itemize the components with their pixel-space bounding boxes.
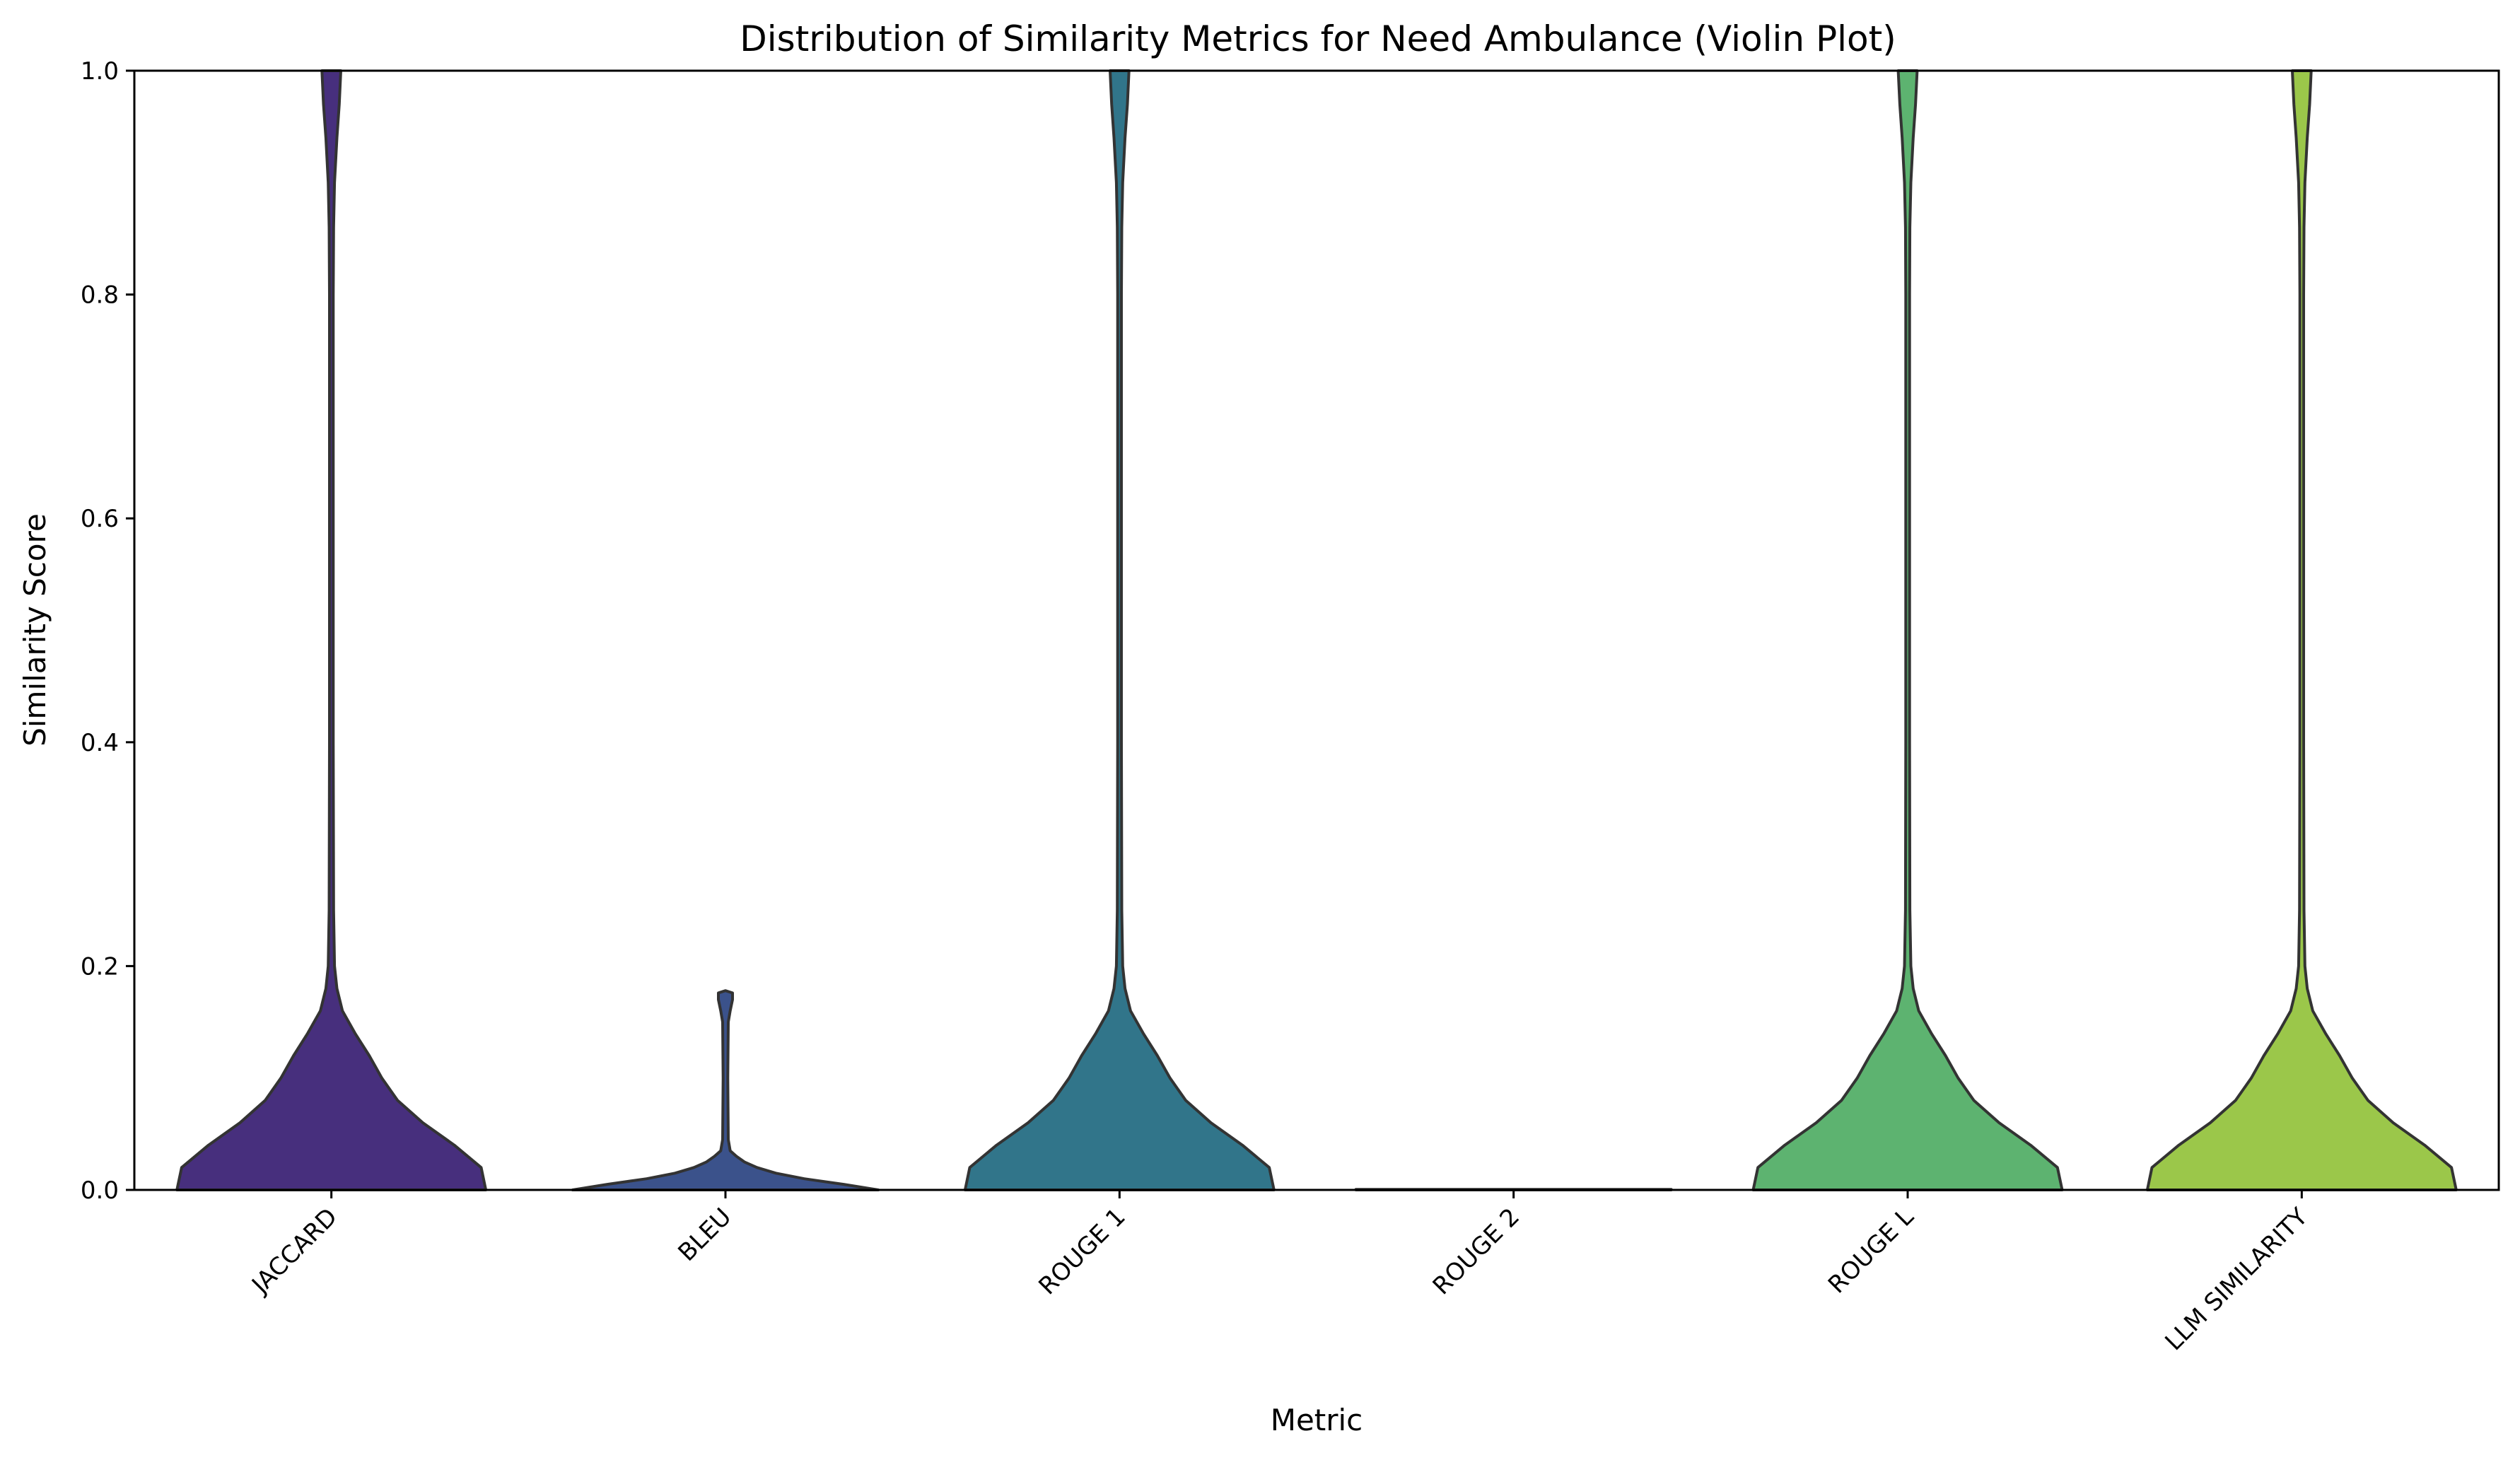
y-axis-label: Similarity Score bbox=[18, 513, 52, 747]
y-tick-label: 0.6 bbox=[81, 505, 119, 533]
x-axis-label: Metric bbox=[1271, 1403, 1363, 1437]
plot-frame bbox=[133, 69, 2500, 1191]
y-tick-label: 1.0 bbox=[81, 57, 119, 86]
chart-title: Distribution of Similarity Metrics for N… bbox=[740, 18, 1896, 59]
y-axis: 0.0 0.2 0.4 0.6 0.8 1.0 bbox=[81, 57, 134, 1205]
violin-bleu bbox=[571, 989, 880, 1191]
y-tick-label: 0.8 bbox=[81, 281, 119, 310]
y-tick-label: 0.2 bbox=[81, 952, 119, 981]
y-tick-label: 0.0 bbox=[81, 1176, 119, 1205]
y-tick-label: 0.4 bbox=[81, 729, 119, 757]
